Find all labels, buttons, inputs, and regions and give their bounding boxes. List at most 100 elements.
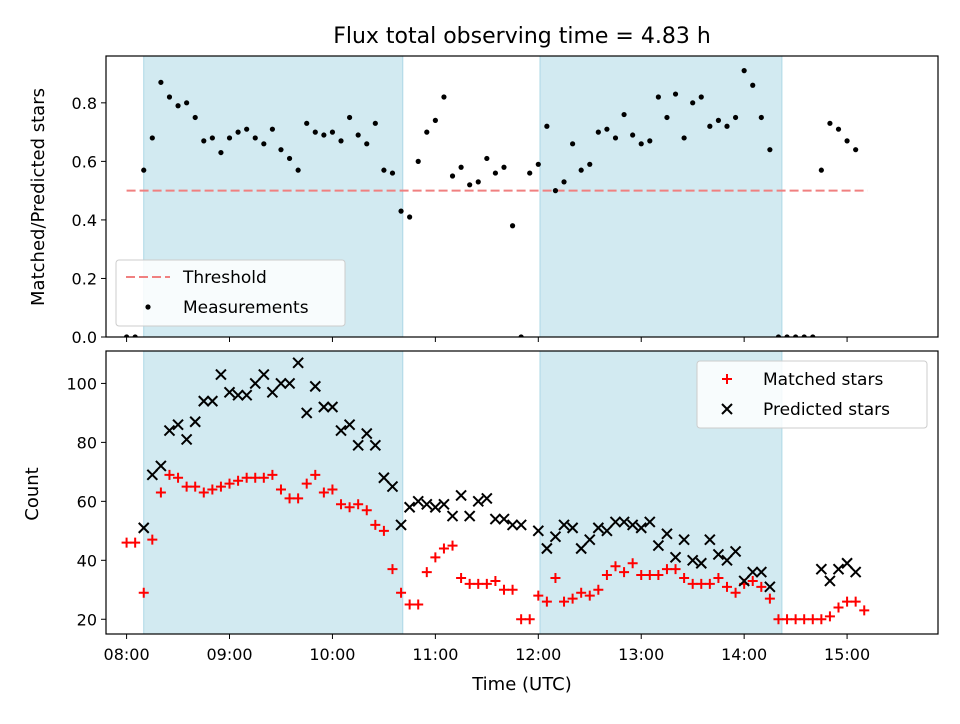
matched-star-point: [498, 584, 509, 595]
x-tick-label: 12:00: [515, 645, 561, 664]
predicted-star-point: [446, 510, 459, 522]
measurement-point: [492, 170, 499, 176]
matched-star-point: [430, 552, 441, 563]
top-y-tick-label: 0.8: [72, 94, 97, 113]
legend-measurements-swatch: [145, 304, 151, 310]
matched-star-point: [155, 487, 166, 498]
matched-star-point: [318, 487, 329, 498]
matched-star-point: [799, 614, 810, 625]
predicted-star-point: [618, 516, 630, 528]
matched-star-point: [310, 469, 321, 480]
measurement-point: [630, 132, 636, 138]
predicted-star-point: [764, 581, 776, 593]
matched-star-point: [601, 570, 612, 581]
predicted-star-point: [438, 498, 450, 510]
matched-star-point: [456, 572, 467, 583]
predicted-star-point: [421, 498, 433, 510]
predicted-star-point: [695, 557, 707, 569]
measurement-point: [355, 132, 361, 138]
x-tick-label: 08:00: [104, 645, 150, 664]
measurement-point: [527, 170, 533, 176]
measurement-point: [235, 129, 241, 135]
measurement-point: [424, 129, 430, 135]
predicted-star-point: [678, 533, 690, 546]
measurement-point: [518, 334, 524, 337]
predicted-star-point: [609, 516, 622, 528]
matched-star-point: [593, 584, 604, 595]
measurement-point: [724, 123, 730, 129]
predicted-star-point: [661, 528, 673, 540]
predicted-star-point: [275, 377, 287, 390]
measurement-point: [758, 114, 764, 121]
matched-star-point: [816, 614, 827, 625]
measurement-point: [707, 123, 713, 129]
predicted-star-point: [412, 495, 424, 508]
matched-star-point: [130, 537, 141, 548]
bottom-y-tick-label: 100: [66, 374, 97, 393]
measurement-point: [552, 188, 559, 194]
measurement-point: [827, 120, 833, 126]
measurement-point: [381, 167, 387, 173]
predicted-star-point: [472, 495, 484, 508]
matched-star-point: [121, 537, 132, 548]
matched-star-point: [679, 572, 690, 583]
top-legend: Threshold Measurements: [115, 259, 346, 327]
predicted-star-point: [378, 472, 390, 484]
measurement-point: [278, 147, 284, 153]
measurement-point: [501, 164, 507, 170]
measurement-point: [252, 135, 258, 141]
measurement-point: [793, 334, 799, 337]
predicted-star-point: [232, 389, 244, 401]
measurement-point: [561, 179, 567, 185]
matched-star-point: [464, 578, 475, 589]
predicted-star-point: [215, 368, 227, 381]
predicted-star-point: [489, 513, 502, 525]
predicted-star-point: [395, 519, 407, 531]
bottom-y-tick-label: 20: [77, 610, 97, 629]
legend-predicted-label: Predicted stars: [763, 400, 890, 420]
matched-star-point: [550, 572, 561, 583]
matched-star-point: [644, 570, 655, 581]
measurement-point: [570, 141, 576, 147]
matched-star-point: [790, 614, 801, 625]
predicted-star-point: [283, 377, 296, 390]
predicted-star-point: [240, 389, 253, 401]
measurement-point: [844, 138, 850, 144]
predicted-star-point: [729, 545, 742, 558]
matched-star-point: [782, 614, 793, 625]
predicted-star-point: [712, 548, 725, 561]
predicted-star-point: [343, 418, 356, 431]
matched-star-point: [370, 519, 381, 530]
matched-star-point: [687, 578, 698, 589]
x-tick-label: 11:00: [412, 645, 458, 664]
predicted-star-point: [575, 542, 587, 555]
measurement-point: [338, 138, 344, 144]
matched-star-point: [215, 481, 226, 492]
predicted-star-point: [309, 380, 321, 393]
top-y-tick-label: 0.6: [72, 152, 97, 171]
measurement-point: [578, 167, 584, 173]
measurement-point: [535, 161, 541, 167]
matched-star-point: [353, 499, 364, 510]
predicted-star-point: [335, 424, 347, 437]
x-tick-label: 10:00: [309, 645, 355, 664]
matched-star-point: [559, 596, 570, 607]
legend-matched-swatch: [722, 374, 732, 384]
predicted-star-point: [318, 401, 330, 413]
matched-star-point: [576, 587, 587, 598]
measurement-point: [818, 167, 824, 173]
bottom-y-tick-label: 60: [77, 492, 97, 511]
measurement-point: [295, 167, 301, 173]
matched-star-point: [190, 481, 201, 492]
matched-star-point: [173, 472, 184, 483]
measurement-point: [638, 141, 644, 147]
matched-star-point: [198, 487, 209, 498]
measurement-point: [509, 223, 516, 229]
measurement-point: [458, 164, 464, 170]
measurement-point: [690, 100, 696, 106]
matched-star-point: [447, 540, 458, 551]
measurement-point: [672, 91, 679, 97]
measurement-point: [261, 141, 267, 147]
measurement-point: [209, 135, 215, 141]
measurement-point: [767, 147, 773, 153]
